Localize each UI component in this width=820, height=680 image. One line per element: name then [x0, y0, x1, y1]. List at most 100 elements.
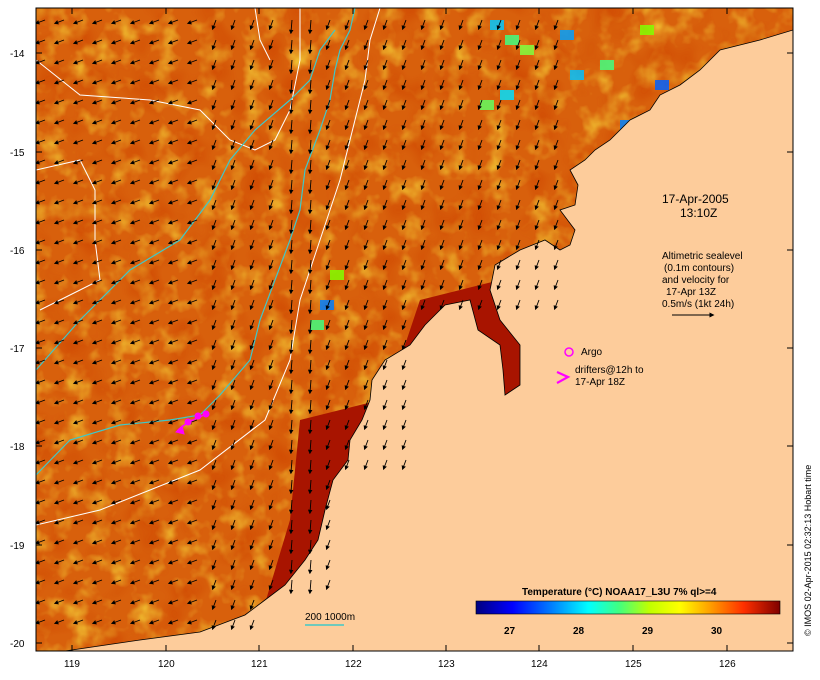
- map-plot-area[interactable]: [36, 8, 793, 651]
- cool-water-patch: [560, 30, 574, 40]
- velocity-arrow: [91, 19, 103, 25]
- velocity-arrow: [268, 499, 274, 511]
- velocity-arrow: [129, 439, 141, 445]
- velocity-arrow: [534, 139, 540, 151]
- velocity-arrow: [211, 439, 217, 451]
- velocity-arrow: [268, 79, 274, 91]
- velocity-arrow: [36, 539, 46, 545]
- velocity-arrow: [401, 99, 407, 111]
- velocity-arrow: [249, 59, 255, 71]
- velocity-arrow: [344, 279, 350, 291]
- velocity-arrow: [553, 239, 559, 251]
- velocity-arrow: [268, 119, 274, 131]
- velocity-arrow: [211, 19, 217, 31]
- velocity-arrow: [553, 19, 559, 31]
- velocity-arrow: [363, 399, 369, 411]
- velocity-arrow: [439, 59, 445, 71]
- velocity-arrow: [91, 239, 103, 245]
- velocity-arrow: [268, 519, 274, 531]
- velocity-arrow: [268, 279, 274, 291]
- velocity-arrow: [477, 139, 483, 151]
- velocity-arrow: [211, 479, 217, 491]
- velocity-arrow: [230, 479, 236, 491]
- velocity-arrow: [230, 279, 236, 291]
- velocity-arrow: [211, 219, 217, 231]
- velocity-arrow: [458, 239, 464, 251]
- velocity-arrow: [148, 559, 160, 565]
- velocity-arrow: [249, 279, 255, 291]
- velocity-arrow: [534, 299, 540, 311]
- velocity-arrow: [439, 119, 445, 131]
- velocity-arrow: [110, 19, 122, 25]
- cool-water-patch: [310, 320, 324, 330]
- velocity-arrow: [325, 199, 331, 211]
- velocity-arrow: [288, 379, 294, 395]
- velocity-arrow: [211, 159, 217, 171]
- velocity-arrow: [515, 39, 521, 51]
- velocity-arrow: [288, 79, 294, 95]
- velocity-arrow: [325, 379, 331, 391]
- velocity-arrow: [268, 239, 274, 251]
- velocity-arrow: [496, 99, 502, 111]
- velocity-arrow: [268, 299, 274, 311]
- velocity-arrow: [36, 519, 46, 525]
- cool-water-patch: [600, 60, 614, 70]
- velocity-arrow: [91, 279, 103, 285]
- velocity-arrow: [288, 339, 294, 355]
- velocity-arrow: [91, 179, 103, 185]
- velocity-arrow: [167, 219, 179, 225]
- velocity-arrow: [344, 179, 350, 191]
- velocity-arrow: [458, 59, 464, 71]
- velocity-arrow: [307, 199, 313, 215]
- velocity-arrow: [148, 399, 160, 405]
- velocity-arrow: [72, 499, 84, 505]
- velocity-arrow: [249, 459, 255, 471]
- velocity-arrow: [268, 19, 274, 31]
- velocity-arrow: [325, 459, 331, 471]
- velocity-arrow: [382, 119, 388, 131]
- velocity-arrow: [249, 119, 255, 131]
- velocity-arrow: [53, 359, 65, 365]
- velocity-arrow: [186, 59, 198, 65]
- velocity-arrow: [534, 179, 540, 191]
- velocity-arrow: [496, 259, 502, 271]
- velocity-arrow: [72, 99, 84, 105]
- velocity-arrow: [91, 39, 103, 45]
- velocity-arrow: [401, 159, 407, 171]
- velocity-arrow: [401, 399, 407, 411]
- velocity-arrow: [553, 59, 559, 71]
- velocity-arrow: [53, 519, 65, 525]
- velocity-arrow: [553, 139, 559, 151]
- velocity-arrow: [363, 299, 369, 311]
- velocity-arrow: [36, 19, 46, 25]
- velocity-arrow: [72, 139, 84, 145]
- velocity-arrow: [148, 479, 160, 485]
- velocity-arrow: [249, 79, 255, 91]
- velocity-arrow: [515, 139, 521, 151]
- velocity-arrow: [344, 119, 350, 131]
- velocity-arrow: [110, 559, 122, 565]
- velocity-arrow: [553, 159, 559, 171]
- velocity-arrow: [72, 599, 84, 605]
- velocity-arrow: [288, 579, 294, 595]
- velocity-arrow: [249, 419, 255, 431]
- velocity-arrow: [72, 259, 84, 265]
- velocity-arrow: [344, 239, 350, 251]
- velocity-arrow: [129, 339, 141, 345]
- colorbar-ticks: 27 28 29 30: [504, 626, 723, 637]
- velocity-arrow: [382, 59, 388, 71]
- velocity-arrow: [515, 179, 521, 191]
- velocity-arrows: [36, 19, 559, 631]
- velocity-arrow: [36, 279, 46, 285]
- velocity-arrow: [129, 179, 141, 185]
- velocity-arrow: [167, 159, 179, 165]
- velocity-arrow: [167, 399, 179, 405]
- velocity-arrow: [325, 579, 331, 591]
- velocity-arrow: [515, 99, 521, 111]
- velocity-arrow: [288, 259, 294, 275]
- velocity-arrow: [167, 119, 179, 125]
- velocity-arrow: [230, 519, 236, 531]
- velocity-arrow: [363, 59, 369, 71]
- colorbar-tick-label: 28: [573, 626, 585, 637]
- velocity-arrow: [363, 439, 369, 451]
